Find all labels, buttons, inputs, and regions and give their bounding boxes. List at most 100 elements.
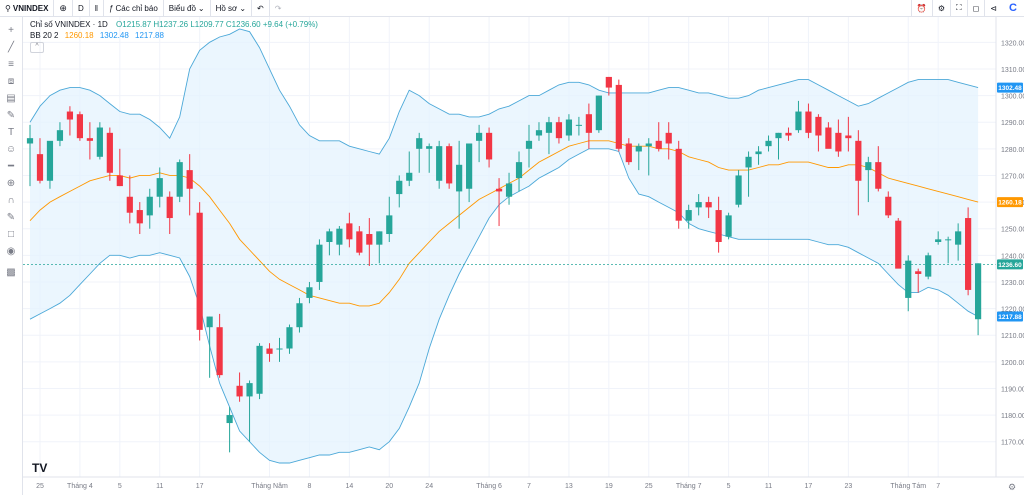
drawing-toolbar: + ╱ ≡ ⧈ ▤ ✎ T ☺ ━ ⊕ ∩ ✎ □ ◉ ▩ bbox=[0, 17, 23, 495]
candle-body bbox=[386, 215, 393, 235]
candle-body bbox=[625, 143, 632, 163]
symbol-search-button[interactable]: ⚲ VNINDEX bbox=[0, 0, 55, 16]
candle-body bbox=[286, 327, 293, 349]
candle bbox=[795, 100, 802, 133]
candle-body bbox=[805, 111, 812, 133]
candle bbox=[945, 236, 952, 264]
lock-drawings-icon[interactable]: ✎ bbox=[6, 211, 16, 223]
indicators-button[interactable]: ƒ Các chỉ báo bbox=[104, 0, 164, 16]
candle bbox=[525, 124, 533, 168]
camera-icon: ◻ bbox=[972, 3, 980, 13]
candle bbox=[256, 343, 263, 400]
templates-button[interactable]: Hồ sơ ⌄ bbox=[211, 0, 253, 16]
candle bbox=[715, 196, 722, 253]
candle-body bbox=[505, 183, 513, 197]
candle bbox=[965, 207, 972, 296]
candle bbox=[76, 111, 83, 141]
candle bbox=[905, 255, 912, 312]
time-tick-label: Tháng 4 bbox=[67, 483, 93, 490]
time-tick-label: 25 bbox=[36, 483, 44, 490]
candle-body bbox=[196, 212, 203, 330]
text-icon[interactable]: T bbox=[7, 126, 15, 138]
price-chart[interactable]: 1170.00 1180.00 1190.00 1200.00 1210.00 1220.… bbox=[23, 17, 1024, 495]
lower-band-price-label: 1217.88 bbox=[997, 311, 1023, 322]
candle-body bbox=[96, 127, 103, 157]
candle bbox=[266, 343, 273, 362]
ruler-icon[interactable]: ━ bbox=[7, 160, 15, 172]
fullscreen-button[interactable]: ⛶ bbox=[950, 0, 967, 16]
fib-retracement-icon[interactable]: ▤ bbox=[6, 92, 16, 104]
bollinger-upper-line bbox=[29, 28, 979, 155]
candle-body bbox=[955, 231, 962, 245]
candle bbox=[695, 194, 702, 216]
time-tick-label: 11 bbox=[156, 483, 163, 490]
candle-body bbox=[485, 132, 493, 160]
share-button[interactable]: ⊲ bbox=[984, 0, 1002, 16]
candle bbox=[216, 313, 223, 378]
magnet-icon[interactable]: ∩ bbox=[7, 194, 15, 206]
price-axis[interactable]: 1170.00 1180.00 1190.00 1200.00 1210.00 1220.… bbox=[1001, 40, 1024, 446]
candle bbox=[685, 204, 692, 229]
candle-body bbox=[156, 178, 163, 197]
layouts-button[interactable]: Biểu đồ ⌄ bbox=[164, 0, 211, 16]
eye-icon[interactable]: ◉ bbox=[6, 245, 16, 257]
candle bbox=[835, 119, 842, 157]
lock-icon[interactable]: □ bbox=[7, 228, 15, 240]
legend-main-row: Chỉ số VNINDEX · 1D O1215.87 H1237.26 L1… bbox=[30, 19, 318, 30]
time-tick-label: 7 bbox=[527, 483, 531, 490]
candle bbox=[925, 252, 932, 280]
candle bbox=[376, 231, 383, 264]
settings-button[interactable]: ⚙ bbox=[931, 0, 950, 16]
candle bbox=[545, 116, 553, 155]
candle-body bbox=[645, 143, 652, 147]
redo-button[interactable]: ↷ bbox=[270, 0, 287, 16]
chart-type-button[interactable]: ‖ bbox=[90, 0, 105, 16]
candle bbox=[326, 228, 333, 256]
candle-body bbox=[555, 122, 563, 139]
candle bbox=[206, 316, 213, 378]
emoji-icon[interactable]: ☺ bbox=[5, 143, 17, 155]
candle-body bbox=[845, 135, 852, 139]
candle-body bbox=[795, 111, 802, 131]
candle-body bbox=[685, 210, 692, 221]
trash-icon[interactable]: ▩ bbox=[6, 266, 16, 278]
candle bbox=[895, 218, 902, 269]
candle bbox=[446, 143, 453, 189]
candle-body bbox=[715, 210, 722, 243]
crosshair-icon[interactable]: + bbox=[8, 24, 14, 36]
candle-body bbox=[56, 130, 64, 141]
time-tick-label: Tháng 7 bbox=[676, 483, 702, 490]
legend-collapse-button[interactable]: ^ bbox=[30, 42, 44, 53]
time-axis[interactable]: 25 Tháng 4 5 11 17 Tháng Năm 8 14 20 24 Tháng 6 7 13… bbox=[36, 483, 940, 490]
price-tick-label: 1300.00 bbox=[1001, 94, 1024, 101]
alert-button[interactable]: ⏰ bbox=[910, 0, 932, 16]
parallel-channel-icon[interactable]: ≡ bbox=[8, 58, 14, 70]
candle-body bbox=[346, 223, 353, 240]
candle-body bbox=[765, 140, 772, 147]
candle-body bbox=[775, 132, 782, 139]
pitchfork-icon[interactable]: ⧈ bbox=[7, 75, 15, 87]
candle-body bbox=[46, 140, 54, 181]
interval-button[interactable]: D bbox=[73, 0, 90, 16]
trend-line-icon[interactable]: ╱ bbox=[7, 41, 15, 53]
candle-body bbox=[595, 95, 602, 131]
candle bbox=[635, 143, 642, 171]
compare-button[interactable]: ⊕ bbox=[54, 0, 73, 16]
candle bbox=[875, 146, 882, 192]
zoom-in-icon[interactable]: ⊕ bbox=[6, 177, 16, 189]
candle bbox=[775, 132, 782, 160]
candle bbox=[555, 116, 563, 144]
candle-body bbox=[825, 127, 832, 149]
candle-body bbox=[495, 188, 503, 192]
snapshot-button[interactable]: ◻ bbox=[966, 0, 985, 16]
time-tick-label: 5 bbox=[727, 483, 731, 490]
candle-body bbox=[905, 260, 912, 298]
time-tick-label: 23 bbox=[844, 483, 852, 490]
candle bbox=[955, 223, 962, 261]
candle-body bbox=[575, 124, 582, 126]
brush-icon[interactable]: ✎ bbox=[6, 109, 16, 121]
plus-circle-icon: ⊕ bbox=[59, 2, 67, 13]
undo-button[interactable]: ↶ bbox=[252, 0, 270, 16]
candle-body bbox=[446, 146, 453, 184]
settings-corner[interactable]: ⚙ bbox=[1008, 483, 1016, 493]
